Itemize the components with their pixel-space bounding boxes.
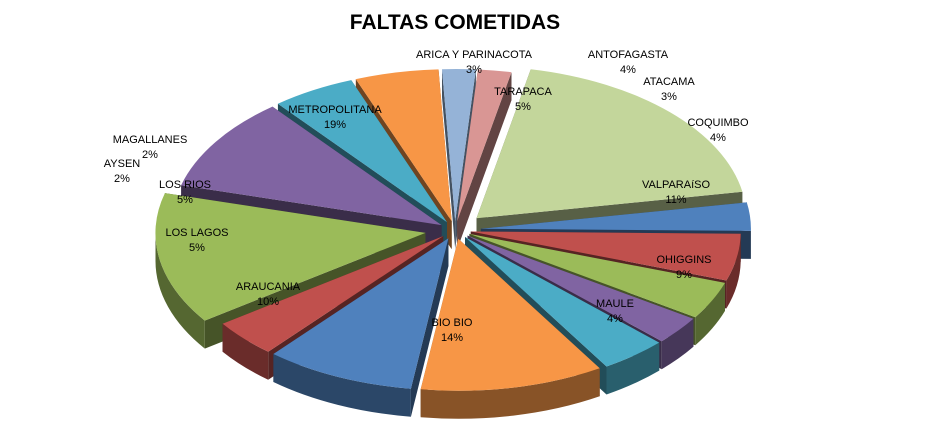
slice-top (442, 68, 476, 221)
slice-label-valpara-so: VALPARAíSO (642, 179, 711, 191)
slice-percent-atacama: 3% (661, 91, 677, 103)
slice-top (155, 193, 426, 321)
slice-label-maule: MAULE (596, 298, 634, 310)
slice-side-wall (442, 69, 456, 249)
slice-percent-araucania: 10% (257, 296, 279, 308)
slice-top (480, 202, 751, 231)
slice-percent-los-lagos: 5% (189, 242, 205, 254)
pie-labels: ARICA Y PARINACOTA 3% TARAPACA 5% ANTOFAGAST… (104, 49, 749, 344)
slice-percent-maule: 4% (607, 313, 623, 325)
slice-label-coquimbo: COQUIMBO (687, 117, 749, 129)
slice-outer-wall (695, 282, 725, 346)
slice-percent-antofagasta: 4% (620, 64, 636, 76)
slice-top (467, 235, 694, 342)
slice-percent-valpara-so: 11% (665, 194, 686, 206)
slice-percent-bio-bio: 14% (441, 332, 463, 344)
slice-outer-wall (155, 232, 205, 349)
slice-label-aysen: AYSEN (104, 158, 141, 170)
slice-top (277, 80, 447, 223)
slice-valpara-so (420, 238, 600, 419)
slice-top (469, 233, 725, 318)
slice-top (273, 238, 449, 389)
slice-percent-coquimbo: 4% (710, 132, 726, 144)
slice-percent-metropolitana: 19% (324, 119, 346, 131)
slice-label-arica-y-parinacota: ARICA Y PARINACOTA (416, 49, 533, 61)
slice-top (355, 69, 452, 222)
slice-percent-arica-y-parinacota: 3% (466, 64, 482, 76)
slice-top (420, 238, 600, 391)
slice-outer-wall (661, 318, 694, 370)
slice-outer-wall (606, 342, 660, 395)
slice-label-antofagasta: ANTOFAGASTA (588, 49, 669, 61)
slice-outer-wall (420, 368, 600, 419)
slice-label-bio-bio: BIO BIO (432, 317, 473, 329)
slice-percent-los-rios: 5% (177, 194, 193, 206)
slice-label-los-rios: LOS RIOS (159, 179, 211, 191)
chart-title: FALTAS COMETIDAS (350, 11, 560, 34)
slice-percent-aysen: 2% (114, 173, 130, 185)
slice-label-ohiggins: OHIGGINS (656, 254, 711, 266)
slice-percent-magallanes: 2% (142, 149, 158, 161)
slice-percent-ohiggins: 9% (676, 269, 692, 281)
slice-outer-wall (222, 323, 269, 380)
slice-label-tarapaca: TARAPACA (494, 86, 552, 98)
pie-slices (155, 68, 751, 419)
slice-top (470, 231, 741, 281)
slice-top (457, 69, 512, 222)
slice-label-magallanes: MAGALLANES (113, 134, 188, 146)
slice-label-metropolitana: METROPOLITANA (288, 104, 382, 116)
slice-top (465, 237, 660, 367)
slice-side-wall (410, 238, 449, 417)
slice-top (181, 106, 442, 226)
slice-label-atacama: ATACAMA (643, 76, 695, 88)
slice-ohiggins (273, 238, 449, 417)
slice-side-wall (457, 72, 512, 250)
slice-top (476, 69, 743, 219)
slice-label-araucania: ARAUCANIA (236, 281, 301, 293)
slice-top (222, 236, 444, 352)
slice-outer-wall (273, 354, 411, 417)
slice-label-los-lagos: LOS LAGOS (166, 227, 229, 239)
slice-magallanes (457, 69, 512, 250)
slice-percent-tarapaca: 5% (515, 101, 531, 113)
slice-outer-wall (726, 233, 741, 309)
